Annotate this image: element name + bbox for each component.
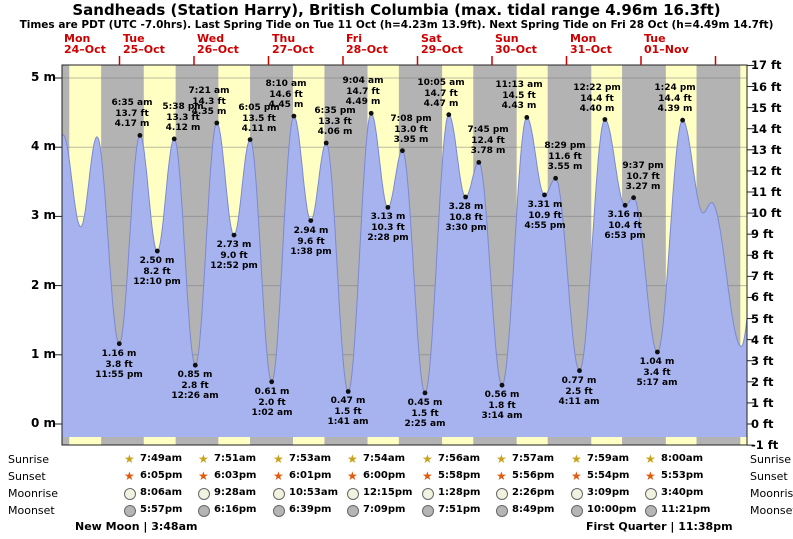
tide-extreme-dot [680, 117, 685, 123]
tide-extreme-dot [655, 349, 660, 355]
tide-extreme-dot [368, 110, 374, 116]
tide-extreme-dot [400, 148, 405, 154]
tide-extreme-dot [214, 120, 220, 126]
tide-extreme-dot [154, 248, 160, 254]
tide-extreme-dot [476, 160, 482, 165]
tide-extreme-dot [247, 137, 253, 143]
tide-extreme-dot [269, 379, 275, 385]
tide-extreme-dot [385, 205, 391, 210]
tide-extreme-dot [553, 175, 558, 181]
tide-extreme-dot [137, 133, 143, 138]
page-title: Sandheads (Station Harry), British Colum… [72, 1, 721, 19]
tide-extreme-dot [231, 232, 237, 238]
tide-extreme-dot [422, 390, 428, 396]
tide-extreme-dot [308, 218, 314, 224]
day-band [740, 65, 747, 445]
tide-curve-area [62, 113, 747, 438]
tide-extreme-dot [446, 112, 452, 118]
tide-extreme-dot [171, 136, 177, 142]
tide-extreme-dot [524, 115, 530, 120]
tide-extreme-dot [463, 194, 468, 200]
tide-extreme-dot [116, 341, 122, 347]
tide-extreme-dot [631, 195, 636, 201]
tide-extreme-dot [622, 202, 628, 208]
tide-extreme-dot [577, 368, 582, 374]
tide-extreme-dot [192, 362, 198, 368]
tide-extreme-dot [345, 389, 351, 394]
tide-extreme-dot [602, 117, 608, 122]
tide-extreme-dot [323, 140, 329, 146]
tide-extreme-dot [542, 192, 547, 198]
tide-extreme-dot [499, 382, 505, 388]
page-subtitle: Times are PDT (UTC -7.0hrs). Last Spring… [19, 19, 774, 31]
tide-extreme-dot [291, 113, 297, 119]
